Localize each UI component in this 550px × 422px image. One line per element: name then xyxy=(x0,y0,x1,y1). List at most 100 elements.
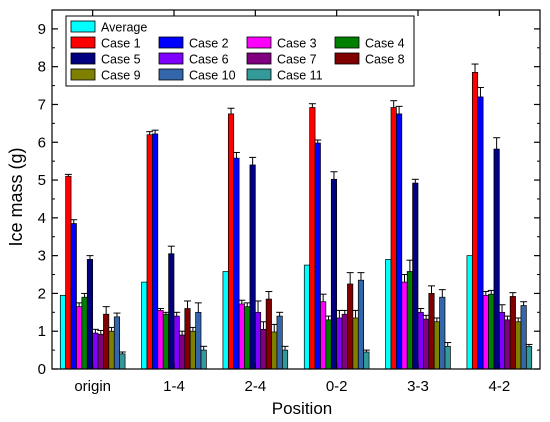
x-tick-label: 4-2 xyxy=(488,378,510,395)
bar xyxy=(325,319,332,370)
bar xyxy=(396,113,403,370)
legend-swatch xyxy=(70,36,96,49)
bar xyxy=(184,308,191,370)
bar xyxy=(352,317,359,370)
bar xyxy=(271,331,278,370)
legend-swatch xyxy=(158,52,184,65)
y-axis-title: Ice mass (g) xyxy=(6,147,26,246)
bar xyxy=(173,315,180,370)
bar xyxy=(179,334,186,370)
bar xyxy=(347,283,354,370)
y-tick-label: 6 xyxy=(38,134,46,151)
bar xyxy=(498,311,506,370)
bar xyxy=(195,311,202,370)
bar xyxy=(162,313,169,370)
y-tick-label: 7 xyxy=(38,96,46,113)
legend-box xyxy=(65,15,415,87)
y-tick-label: 5 xyxy=(38,172,46,189)
bar xyxy=(412,182,419,370)
x-tick-label: 2-4 xyxy=(244,378,266,395)
bar xyxy=(86,259,94,370)
bar xyxy=(276,315,283,370)
bar xyxy=(439,296,446,370)
bar xyxy=(227,113,235,370)
legend-label: Case 2 xyxy=(189,37,229,51)
legend-swatch xyxy=(334,52,360,65)
bar xyxy=(330,178,338,370)
y-tick-label: 2 xyxy=(38,285,46,302)
legend-label: Case 6 xyxy=(189,53,229,67)
legend-swatch xyxy=(70,68,96,81)
legend: Average Case 1 Case 2 Case 3 Case 4 Case 5 Cas… xyxy=(65,15,415,87)
bar xyxy=(59,294,67,370)
legend-label: Case 1 xyxy=(101,37,141,51)
bar xyxy=(471,72,479,370)
legend-swatch xyxy=(246,68,272,81)
bar xyxy=(520,305,527,370)
bar xyxy=(157,310,164,370)
bar xyxy=(146,134,153,370)
legend-label: Case 11 xyxy=(277,69,323,83)
legend-swatch xyxy=(158,36,184,49)
legend-label: Average xyxy=(101,21,147,35)
bar xyxy=(488,293,495,370)
legend-label: Case 7 xyxy=(277,53,317,67)
bar xyxy=(336,317,343,370)
bar xyxy=(504,319,511,370)
bar xyxy=(103,313,110,370)
x-tick-label: origin xyxy=(74,378,111,395)
y-tick-label: 8 xyxy=(38,59,46,76)
plot-frame xyxy=(51,9,541,370)
bar xyxy=(444,345,451,370)
legend-label: Case 8 xyxy=(365,53,405,67)
bar xyxy=(482,294,489,370)
bar xyxy=(233,157,240,370)
bar xyxy=(249,164,256,370)
bar xyxy=(238,303,245,370)
bar xyxy=(168,253,175,370)
legend-swatch xyxy=(158,68,184,81)
bar xyxy=(433,321,440,370)
bar xyxy=(81,296,88,370)
y-tick-label: 3 xyxy=(38,248,46,265)
y-tick-label: 1 xyxy=(38,323,46,340)
bar xyxy=(477,96,484,370)
legend-label: Case 9 xyxy=(101,69,141,83)
x-axis-title: Position xyxy=(272,399,332,418)
bar xyxy=(406,271,413,370)
bar xyxy=(341,313,348,370)
bar xyxy=(390,107,397,370)
bar xyxy=(265,298,272,370)
bar xyxy=(423,318,430,370)
bar xyxy=(260,328,267,370)
bar xyxy=(65,175,72,370)
bar xyxy=(113,316,121,370)
bar xyxy=(70,223,77,370)
bar xyxy=(357,279,365,370)
y-tick-label: 0 xyxy=(38,361,46,378)
bar xyxy=(320,301,327,370)
bar xyxy=(200,349,207,370)
axes-layer: 0 1 2 3 4 5 6 7 8 9 origin 1-4 2-4 0-2 3-3 4-2 xyxy=(38,9,541,395)
x-tick-label: 0-2 xyxy=(326,378,348,395)
bar xyxy=(92,332,99,370)
legend-swatch xyxy=(70,20,96,33)
bar xyxy=(493,148,500,370)
legend-label: Case 5 xyxy=(101,53,141,67)
bar xyxy=(108,330,115,370)
legend-label: Case 4 xyxy=(365,37,405,51)
legend-swatch xyxy=(246,36,272,49)
bar xyxy=(417,311,424,370)
bar xyxy=(314,142,321,370)
bar xyxy=(509,296,516,370)
legend-label: Case 10 xyxy=(189,69,236,83)
bar xyxy=(515,321,522,370)
x-tick-label: 1-4 xyxy=(163,378,185,395)
bar xyxy=(222,271,229,370)
legend-swatch xyxy=(70,52,96,65)
bar xyxy=(76,306,83,370)
bar xyxy=(309,107,316,370)
y-tick-label: 4 xyxy=(38,210,46,227)
